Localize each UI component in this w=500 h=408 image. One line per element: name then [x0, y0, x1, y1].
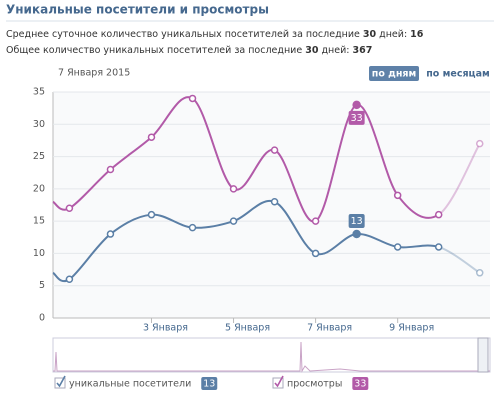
- point[interactable]: [352, 100, 361, 110]
- legend-value: 13: [203, 379, 215, 390]
- date-label: 7 Января 2015: [58, 68, 130, 79]
- point[interactable]: [147, 210, 156, 219]
- legend-label[interactable]: просмотры: [287, 379, 342, 390]
- point[interactable]: [352, 229, 361, 239]
- tooltip-bg: [348, 214, 365, 229]
- legend-check: [274, 375, 284, 388]
- point[interactable]: [270, 198, 279, 206]
- point[interactable]: [106, 165, 115, 174]
- point[interactable]: [65, 204, 74, 212]
- y-tick-label: 10: [33, 248, 45, 259]
- x-tick-label: 7 Января: [307, 323, 352, 334]
- y-tick-label: 35: [33, 87, 45, 98]
- legend-value: 33: [354, 379, 366, 390]
- point[interactable]: [475, 269, 484, 277]
- button-months-label[interactable]: по месяцам: [426, 69, 490, 80]
- y-tick-label: 5: [39, 280, 45, 291]
- y-tick-label: 0: [39, 313, 45, 324]
- tooltip-value: 33: [351, 113, 363, 124]
- x-tick-label: 5 Января: [225, 323, 270, 334]
- point[interactable]: [65, 275, 74, 284]
- point[interactable]: [475, 139, 484, 148]
- button-days[interactable]: [369, 66, 419, 81]
- y-tick-label: 30: [33, 119, 45, 130]
- legend-checkbox[interactable]: [54, 377, 66, 389]
- legend-checkbox[interactable]: [272, 377, 284, 389]
- y-tick-label: 20: [33, 183, 45, 194]
- legend-check: [56, 375, 66, 388]
- legend-badge: [201, 377, 218, 390]
- y-tick-label: 15: [33, 216, 45, 227]
- x-tick-label: 9 Января: [389, 323, 434, 334]
- plot-bg: [53, 92, 490, 318]
- navigator[interactable]: [52, 337, 491, 373]
- point[interactable]: [229, 217, 238, 225]
- point[interactable]: [229, 185, 238, 193]
- point[interactable]: [147, 133, 156, 141]
- y-tick-label: 25: [33, 151, 45, 162]
- point[interactable]: [188, 94, 197, 103]
- point[interactable]: [434, 243, 443, 251]
- navigator-handle[interactable]: [477, 337, 489, 373]
- title: Уникальные посетители и просмотры: [6, 3, 269, 17]
- point[interactable]: [311, 249, 320, 258]
- x-tick-label: 3 Января: [143, 323, 188, 334]
- legend-badge: [352, 377, 369, 390]
- point[interactable]: [188, 223, 197, 232]
- navigator-series: [53, 341, 490, 373]
- tooltip-bg: [348, 110, 365, 125]
- tooltip-value: 13: [351, 216, 363, 227]
- point[interactable]: [393, 191, 402, 200]
- point[interactable]: [434, 210, 443, 219]
- summary-line: Общее количество уникальных посетителей …: [6, 45, 372, 56]
- legend-label[interactable]: уникальные посетители: [69, 379, 191, 390]
- point[interactable]: [106, 230, 115, 238]
- point[interactable]: [270, 146, 279, 154]
- point[interactable]: [311, 217, 320, 225]
- summary-line: Среднее суточное количество уникальных п…: [6, 29, 424, 40]
- point[interactable]: [393, 243, 402, 251]
- button-days-label[interactable]: по дням: [372, 69, 417, 80]
